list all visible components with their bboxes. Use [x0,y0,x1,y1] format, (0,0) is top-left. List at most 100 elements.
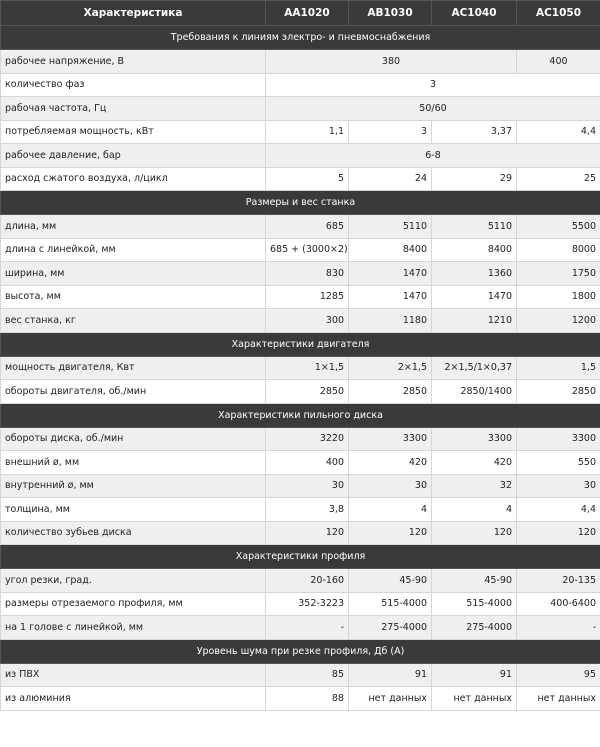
value-cell: 2850/1400 [431,379,517,404]
row-label: из ПВХ [0,662,266,687]
value-cell: 550 [516,450,600,475]
row-label: рабочее давление, бар [0,143,266,168]
value-cell: 300 [265,308,349,333]
value-cell: 5110 [431,214,517,239]
row-label: количество зубьев диска [0,520,266,545]
value-cell: 50/60 [265,96,600,121]
row-label: расход сжатого воздуха, л/цикл [0,166,266,191]
header-characteristic: Характеристика [0,0,266,26]
table-row: длина, мм 685 5110 5110 5500 [0,214,600,239]
value-cell: 91 [431,662,517,687]
value-cell: 45-90 [431,568,517,593]
table-row: рабочее напряжение, В 380 400 [0,49,600,74]
value-cell: 3,37 [431,119,517,144]
value-cell: 3 [348,119,432,144]
section-title: Характеристики пильного диска [0,402,600,428]
value-cell: 5500 [516,214,600,239]
value-cell: 8000 [516,237,600,262]
value-cell: 85 [265,662,349,687]
section-title: Характеристики профиля [0,544,600,569]
value-cell: 400-6400 [516,591,600,616]
value-cell: 91 [348,662,432,687]
row-label: обороты диска, об./мин [0,426,266,451]
value-cell: 275-4000 [348,615,432,640]
section-title: Требования к линиям электро- и пневмосна… [0,25,600,50]
value-cell: 1470 [348,284,432,309]
row-label: количество фаз [0,72,266,97]
row-label: вес станка, кг [0,308,266,333]
row-label: длина, мм [0,214,266,239]
value-cell: 275-4000 [431,615,517,640]
row-label: внешний ø, мм [0,450,266,475]
value-cell: 1,1 [265,119,349,144]
value-cell: 830 [265,261,349,286]
value-cell: 120 [265,520,349,545]
table-row: количество зубьев диска 120 120 120 120 [0,520,600,545]
section-title: Характеристики двигателя [0,331,600,357]
row-label: рабочая частота, Гц [0,96,266,121]
table-row: ширина, мм 830 1470 1360 1750 [0,261,600,286]
value-cell: 1470 [431,284,517,309]
table-row: внутренний ø, мм 30 30 32 30 [0,473,600,498]
row-label: рабочее напряжение, В [0,49,266,74]
row-label: потребляемая мощность, кВт [0,119,266,144]
value-cell: 380 [265,49,517,74]
section-header: Требования к линиям электро- и пневмосна… [0,25,600,50]
section-title: Уровень шума при резке профиля, Дб (А) [0,638,600,664]
table-row: на 1 голове с линейкой, мм -275-4000 275-4… [0,615,600,640]
header-model-aa1020: AA1020 [265,0,349,26]
row-label: угол резки, град. [0,568,266,593]
value-cell: 4 [348,497,432,522]
value-cell: 120 [348,520,432,545]
table-row: расход сжатого воздуха, л/цикл 5 24 29 25 [0,166,600,191]
value-cell: 1×1,5 [265,355,349,380]
value-cell: - [265,615,349,640]
value-cell: 30 [516,473,600,498]
value-cell: 95 [516,662,600,687]
header-model-ac1050: AC1050 [516,0,600,26]
value-cell: 24 [348,166,432,191]
header-row: Характеристика AA1020 AB1030 AC1040 AC10… [0,0,600,26]
row-label: размеры отрезаемого профиля, мм [0,591,266,616]
value-cell: 1360 [431,261,517,286]
value-cell: нет данных [348,686,432,711]
value-cell: 3 [265,72,600,97]
row-label: обороты двигателя, об./мин [0,379,266,404]
value-cell: 420 [348,450,432,475]
table-row: количество фаз 3 [0,72,600,97]
value-cell: 2×1,5 [348,355,432,380]
value-cell: 4 [431,497,517,522]
table-row: обороты двигателя, об./мин 2850 2850 2850/1… [0,379,600,404]
table-row: потребляемая мощность, кВт 1,1 3 3,37 4,4 [0,119,600,144]
row-label: толщина, мм [0,497,266,522]
value-cell: 3300 [431,426,517,451]
value-cell: 20-135 [516,568,600,593]
section-title: Размеры и вес станка [0,190,600,215]
value-cell: 685 [265,214,349,239]
value-cell: 2850 [516,379,600,404]
value-cell: - [516,615,600,640]
table-row: мощность двигателя, Квт 1×1,5 2×1,5 2×1,5/1… [0,355,600,380]
value-cell: 32 [431,473,517,498]
specs-body: Требования к линиям электро- и пневмосна… [0,25,600,711]
section-header: Размеры и вес станка [0,190,600,215]
value-cell: 30 [265,473,349,498]
value-cell: 1210 [431,308,517,333]
value-cell: 400 [265,450,349,475]
value-cell: 3,8 [265,497,349,522]
value-cell: 3220 [265,426,349,451]
section-header: Уровень шума при резке профиля, Дб (А) [0,638,600,664]
section-header: Характеристики профиля [0,544,600,569]
value-cell: 3300 [516,426,600,451]
table-row: толщина, мм 3,8 4 4 4,4 [0,497,600,522]
value-cell: 1200 [516,308,600,333]
row-label: высота, мм [0,284,266,309]
table-row: высота, мм 1285 1470 1470 1800 [0,284,600,309]
row-label: внутренний ø, мм [0,473,266,498]
row-label: длина с линейкой, мм [0,237,266,262]
value-cell: 1285 [265,284,349,309]
value-cell: нет данных [516,686,600,711]
header-model-ab1030: AB1030 [348,0,432,26]
value-cell: 2×1,5/1×0,37 [431,355,517,380]
value-cell: нет данных [431,686,517,711]
